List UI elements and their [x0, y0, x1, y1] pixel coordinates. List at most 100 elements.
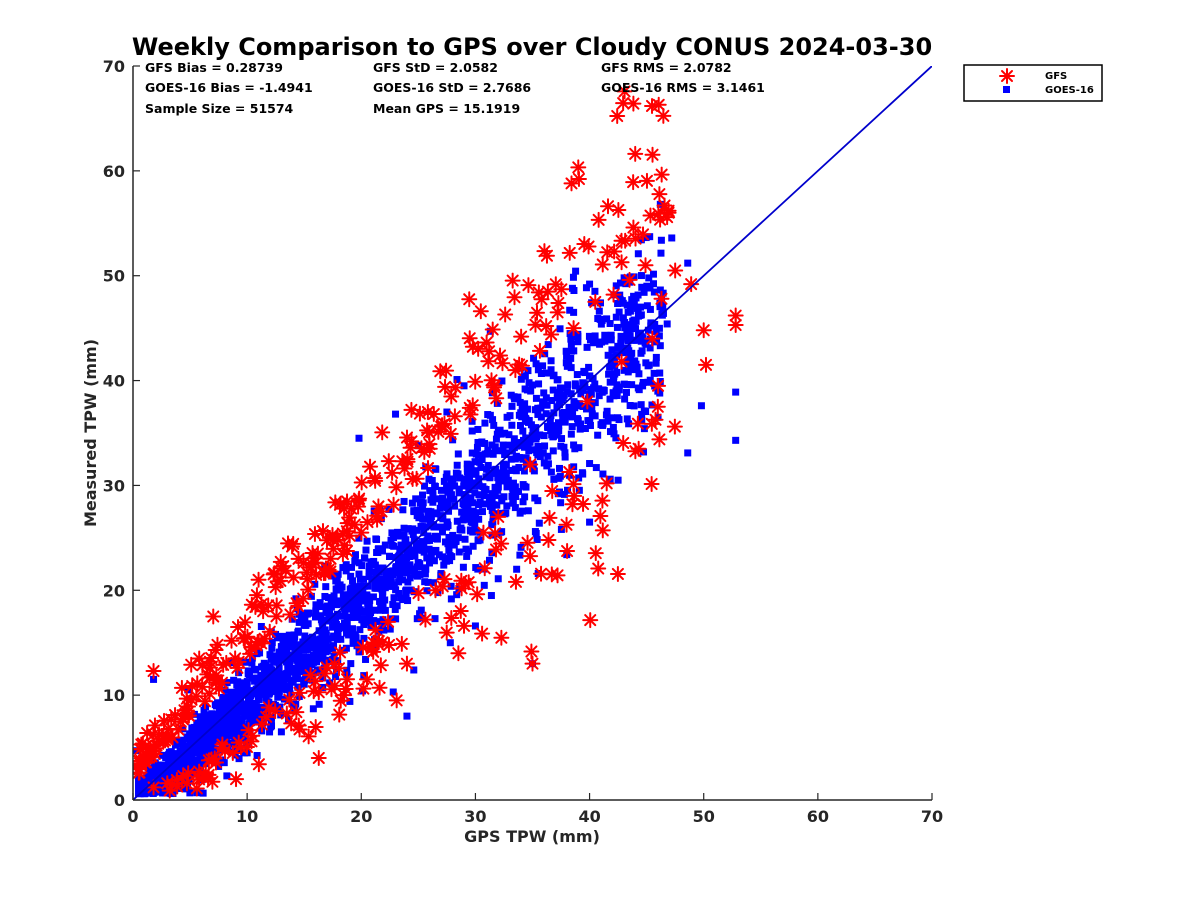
y-tick-label: 10 [103, 686, 125, 705]
goes16-point [368, 568, 376, 576]
goes16-point [529, 446, 537, 454]
goes16-point [491, 492, 499, 500]
goes16-point [572, 401, 580, 409]
goes16-point [254, 694, 262, 702]
goes16-point [684, 259, 692, 267]
goes16-point [572, 267, 580, 275]
goes16-point [279, 632, 287, 640]
goes16-point [196, 713, 204, 721]
goes16-point [208, 720, 216, 728]
goes16-point [188, 764, 196, 772]
goes16-point [499, 447, 507, 455]
goes16-point [549, 447, 557, 455]
gfs-point [214, 736, 231, 753]
goes16-point [393, 602, 401, 610]
goes16-point [659, 302, 667, 310]
goes16-point [455, 485, 463, 493]
goes16-point [209, 715, 217, 723]
goes16-point [358, 588, 366, 596]
gfs-point [215, 656, 232, 673]
goes16-point [445, 533, 453, 541]
goes16-point [643, 302, 651, 310]
goes16-point [327, 603, 335, 611]
goes16-point [373, 536, 381, 544]
goes16-point [484, 461, 492, 469]
gfs-point [237, 614, 254, 631]
goes16-point [268, 666, 276, 674]
goes16-point [270, 681, 278, 689]
goes16-point [540, 459, 548, 467]
x-axis-label: GPS TPW (mm) [464, 827, 600, 846]
goes16-point [193, 719, 201, 727]
gfs-point [497, 306, 514, 323]
goes16-point [294, 627, 302, 635]
goes16-point [586, 417, 594, 425]
gfs-point [224, 745, 241, 762]
goes16-point [475, 458, 483, 466]
goes16-point [417, 606, 425, 614]
gfs-point [467, 373, 484, 390]
goes16-point [208, 740, 216, 748]
goes16-point [599, 386, 607, 394]
goes16-point [500, 463, 508, 471]
goes16-point [591, 332, 599, 340]
goes16-point [355, 534, 363, 542]
goes16-point [646, 305, 654, 313]
goes16-point [430, 548, 438, 556]
goes16-point [539, 449, 547, 457]
gfs-point [291, 684, 308, 701]
gfs-point [260, 699, 277, 716]
gfs-point [506, 289, 523, 306]
gfs-point [529, 304, 546, 321]
goes16-point [313, 666, 321, 674]
goes16-point [531, 494, 539, 502]
gfs-point [522, 456, 539, 473]
goes16-point [334, 632, 342, 640]
goes16-point [615, 416, 623, 424]
goes16-point [395, 578, 403, 586]
gfs-point [456, 617, 473, 634]
goes16-point [555, 474, 563, 482]
goes16-point [192, 735, 200, 743]
goes16-point [684, 449, 692, 457]
goes16-point [356, 626, 364, 634]
goes16-point [485, 471, 493, 479]
goes16-point [478, 508, 486, 516]
goes16-point [604, 351, 612, 359]
goes16-point [368, 575, 376, 583]
goes16-point [159, 751, 167, 759]
goes16-point [390, 594, 398, 602]
goes16-point [489, 416, 497, 424]
goes16-point [493, 469, 501, 477]
goes16-point [441, 554, 449, 562]
goes16-point [539, 362, 547, 370]
gfs-point [278, 705, 295, 722]
goes16-point [614, 300, 622, 308]
goes16-point [395, 565, 403, 573]
goes16-point [272, 678, 280, 686]
goes16-point [317, 616, 325, 624]
goes16-point [348, 584, 356, 592]
goes16-point [606, 320, 614, 328]
stat-goes16-std: GOES-16 StD = 2.7686 [373, 80, 531, 95]
goes16-point [645, 361, 653, 369]
goes16-point [516, 398, 524, 406]
goes16-point [437, 498, 445, 506]
goes16-point [364, 618, 372, 626]
goes16-point [333, 601, 341, 609]
goes16-point [248, 654, 256, 662]
goes16-point [488, 389, 496, 397]
goes16-point [475, 475, 483, 483]
goes16-point [375, 627, 383, 635]
goes16-point [272, 630, 280, 638]
goes16-point [512, 467, 520, 475]
goes16-point [349, 639, 357, 647]
goes16-point [520, 372, 528, 380]
goes16-point [452, 469, 460, 477]
goes16-point [533, 536, 541, 544]
goes16-point [515, 488, 523, 496]
gfs-point [638, 172, 655, 189]
gfs-point [531, 342, 548, 359]
goes16-point [327, 612, 335, 620]
goes16-point [612, 434, 620, 442]
